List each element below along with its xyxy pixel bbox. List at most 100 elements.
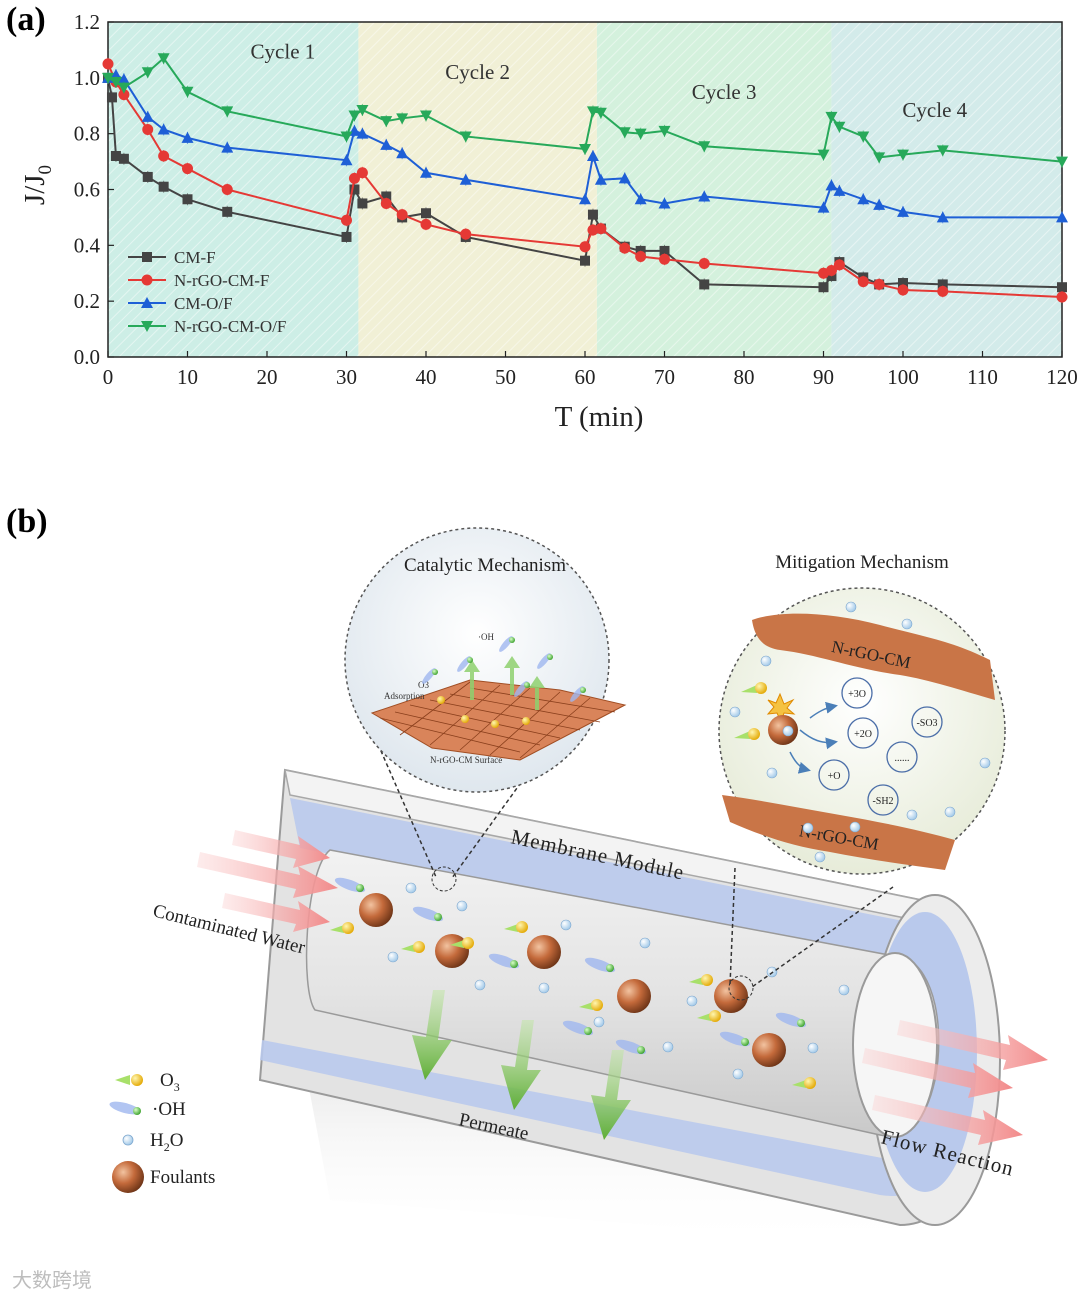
data-point-cm-f: [106, 92, 117, 103]
impact-burst: [766, 692, 796, 724]
water-molecule: [686, 995, 698, 1007]
ozone-tail: [792, 1080, 806, 1088]
data-point-n-rgo-cm-f: [102, 58, 114, 70]
legend-label: N-rGO-CM-O/F: [174, 317, 286, 336]
hydroxyl-radical: [775, 1012, 807, 1028]
data-point-cm-o-f: [459, 173, 472, 185]
ozone-head: [462, 937, 474, 949]
mitigation-bottom-band: [722, 795, 955, 870]
cycle-label-2: Cycle 2: [445, 60, 510, 84]
data-point-n-rgo-cm-o-f: [459, 131, 472, 143]
water-molecule: [405, 882, 417, 894]
svg-text:·OH: ·OH: [152, 1099, 186, 1120]
foulant: [359, 893, 393, 927]
data-point-cm-o-f: [594, 173, 607, 185]
data-point-n-rgo-cm-f: [182, 163, 193, 175]
product-circle: +2O: [847, 717, 879, 749]
catalytic-title: Catalytic Mechanism: [404, 555, 566, 576]
data-point-n-rgo-cm-f: [1056, 291, 1068, 303]
data-point-cm-o-f: [356, 127, 369, 139]
data-point-n-rgo-cm-f: [356, 167, 368, 179]
data-point-cm-f: [222, 206, 233, 217]
data-point-cm-f: [421, 208, 431, 219]
cycle-hatch-2: [358, 22, 597, 357]
hydroxyl-core: [434, 913, 442, 921]
product-circle: -SO3: [911, 706, 943, 738]
oh-core: [547, 654, 553, 660]
data-point-n-rgo-cm-o-f: [340, 131, 353, 143]
ozone-tail: [689, 977, 703, 985]
data-point-n-rgo-cm-f: [698, 257, 710, 269]
flux-chart: 0 10 20 30 40 50 60 70 80 90 100 110 120 0.0 0.2 0.4 0.6…: [19, 10, 1078, 433]
data-point-n-rgo-cm-f: [825, 264, 837, 276]
catalytic-ozone: [491, 720, 499, 728]
data-point-cm-o-f: [698, 190, 711, 202]
x-tick-label: 90: [813, 365, 834, 389]
data-point-n-rgo-cm-f: [142, 123, 154, 135]
data-point-cm-f: [118, 153, 129, 164]
water-molecule: [845, 601, 857, 613]
data-point-cm-o-f: [658, 197, 671, 209]
catalytic-oh-radical: [537, 653, 553, 669]
legend-item-cm-o-f: CM-O/F: [128, 294, 233, 313]
product-ring: [818, 759, 850, 791]
data-point-cm-o-f: [380, 138, 393, 150]
ozone-tail: [401, 944, 415, 952]
x-tick-label: 20: [257, 365, 278, 389]
data-point-n-rgo-cm-o-f: [825, 111, 838, 123]
hydroxyl-core: [584, 1027, 592, 1035]
data-point-n-rgo-cm-o-f: [618, 127, 631, 139]
data-point-cm-o-f: [897, 205, 909, 217]
series-n-rgo-cm-f: [102, 57, 1068, 303]
data-point-n-rgo-cm-o-f: [873, 152, 886, 164]
ozone-head: [755, 682, 767, 694]
series-layer: [102, 52, 1068, 303]
tube-particles: [330, 877, 850, 1089]
hydroxyl-core: [510, 960, 518, 968]
legend-marker: [141, 321, 153, 332]
data-point-cm-o-f: [396, 147, 409, 159]
x-tick-label: 10: [177, 365, 198, 389]
hydroxyl-radical: [488, 953, 520, 969]
y-axis-title: J/J0: [19, 165, 56, 205]
foulant: [617, 979, 651, 1013]
data-point-n-rgo-cm-f: [341, 214, 352, 226]
data-point-n-rgo-cm-o-f: [594, 107, 607, 119]
x-tick-label: 30: [336, 365, 357, 389]
data-point-cm-f: [341, 231, 352, 242]
product-label: -SO3: [916, 718, 937, 729]
ozone-tail: [450, 940, 464, 948]
legend-label: CM-F: [174, 248, 216, 267]
data-point-cm-o-f: [833, 184, 846, 196]
legend-label: CM-O/F: [174, 294, 233, 313]
water-molecule: [906, 809, 918, 821]
data-point-n-rgo-cm-f: [897, 284, 909, 296]
hydroxyl-radical: [334, 877, 366, 893]
mitigation-ozone: [741, 682, 767, 694]
data-point-cm-o-f: [181, 131, 194, 143]
cycle-label-1: Cycle 1: [251, 39, 316, 63]
chart-axes: 0 10 20 30 40 50 60 70 80 90 100 110 120 0.0 0.2 0.4 0.6…: [74, 10, 1078, 389]
data-point-cm-f: [158, 181, 169, 192]
hydroxyl-core: [356, 884, 364, 892]
water-molecule: [901, 618, 913, 630]
inflow-arrows: [197, 830, 338, 932]
data-point-n-rgo-cm-f: [460, 228, 472, 240]
legend-marker: [142, 252, 152, 262]
data-point-cm-f: [357, 198, 368, 209]
water-molecule: [593, 1016, 605, 1028]
ozone-molecule: [450, 937, 474, 949]
legend-ozone: O3: [115, 1070, 180, 1094]
x-tick-label: 0: [103, 365, 114, 389]
data-point-n-rgo-cm-f: [420, 218, 432, 230]
catalytic-oh-radical: [499, 636, 515, 652]
ozone-tail: [504, 924, 518, 932]
water-molecule: [849, 821, 861, 833]
catalytic-particles: [422, 636, 586, 728]
product-circle: -SH2: [867, 784, 899, 816]
ozone-molecule: [689, 974, 713, 986]
catalytic-ozone: [437, 696, 445, 704]
data-point-n-rgo-cm-o-f: [936, 145, 949, 157]
data-point-cm-f: [182, 194, 193, 205]
catalytic-oh-radical: [514, 681, 530, 697]
